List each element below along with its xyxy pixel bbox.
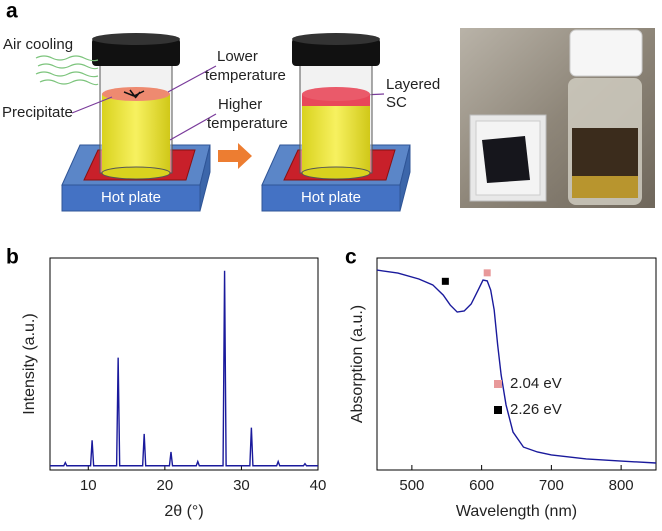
photo (460, 28, 655, 208)
diagram-label: temperature (207, 115, 288, 132)
panel-label: a (6, 0, 18, 23)
plot-frame (376, 257, 657, 471)
diagram-label: Air cooling (3, 36, 73, 53)
diagram-label: SC (386, 94, 407, 111)
diagram-label: Hot plate (101, 189, 161, 206)
data-line (50, 270, 318, 467)
process-arrow (218, 143, 252, 169)
x-tick-label: 700 (539, 477, 564, 494)
diagram-label: Higher (218, 96, 262, 113)
air-flow (35, 55, 99, 86)
legend-swatch (494, 406, 502, 414)
data-line (376, 269, 657, 464)
diagram-label: Hot plate (301, 189, 361, 206)
y-axis-label: Intensity (a.u.) (21, 313, 38, 414)
y-axis-label: Absorption (a.u.) (349, 305, 366, 423)
legend-label: 2.26 eV (510, 401, 562, 418)
x-axis-label: 2θ (°) (164, 503, 203, 520)
vial (292, 33, 380, 180)
panel-label: c (345, 246, 357, 269)
x-tick-label: 800 (609, 477, 634, 494)
x-tick-label: 40 (310, 477, 327, 494)
x-tick-label: 600 (469, 477, 494, 494)
diagram-label: temperature (205, 67, 286, 84)
peak-marker (483, 269, 491, 277)
panel-label: b (6, 246, 19, 269)
x-tick-label: 30 (233, 477, 250, 494)
diagram-label: Lower (217, 48, 258, 65)
diagram-label: Layered (386, 76, 440, 93)
legend-label: 2.04 eV (510, 375, 562, 392)
x-axis-label: Wavelength (nm) (456, 503, 577, 520)
diagram-label: Precipitate (2, 104, 73, 121)
plot-frame (49, 257, 319, 471)
vial (92, 33, 180, 180)
x-tick-label: 10 (80, 477, 97, 494)
peak-marker (441, 277, 449, 285)
x-tick-label: 20 (157, 477, 174, 494)
x-tick-label: 500 (399, 477, 424, 494)
legend-swatch (494, 380, 502, 388)
